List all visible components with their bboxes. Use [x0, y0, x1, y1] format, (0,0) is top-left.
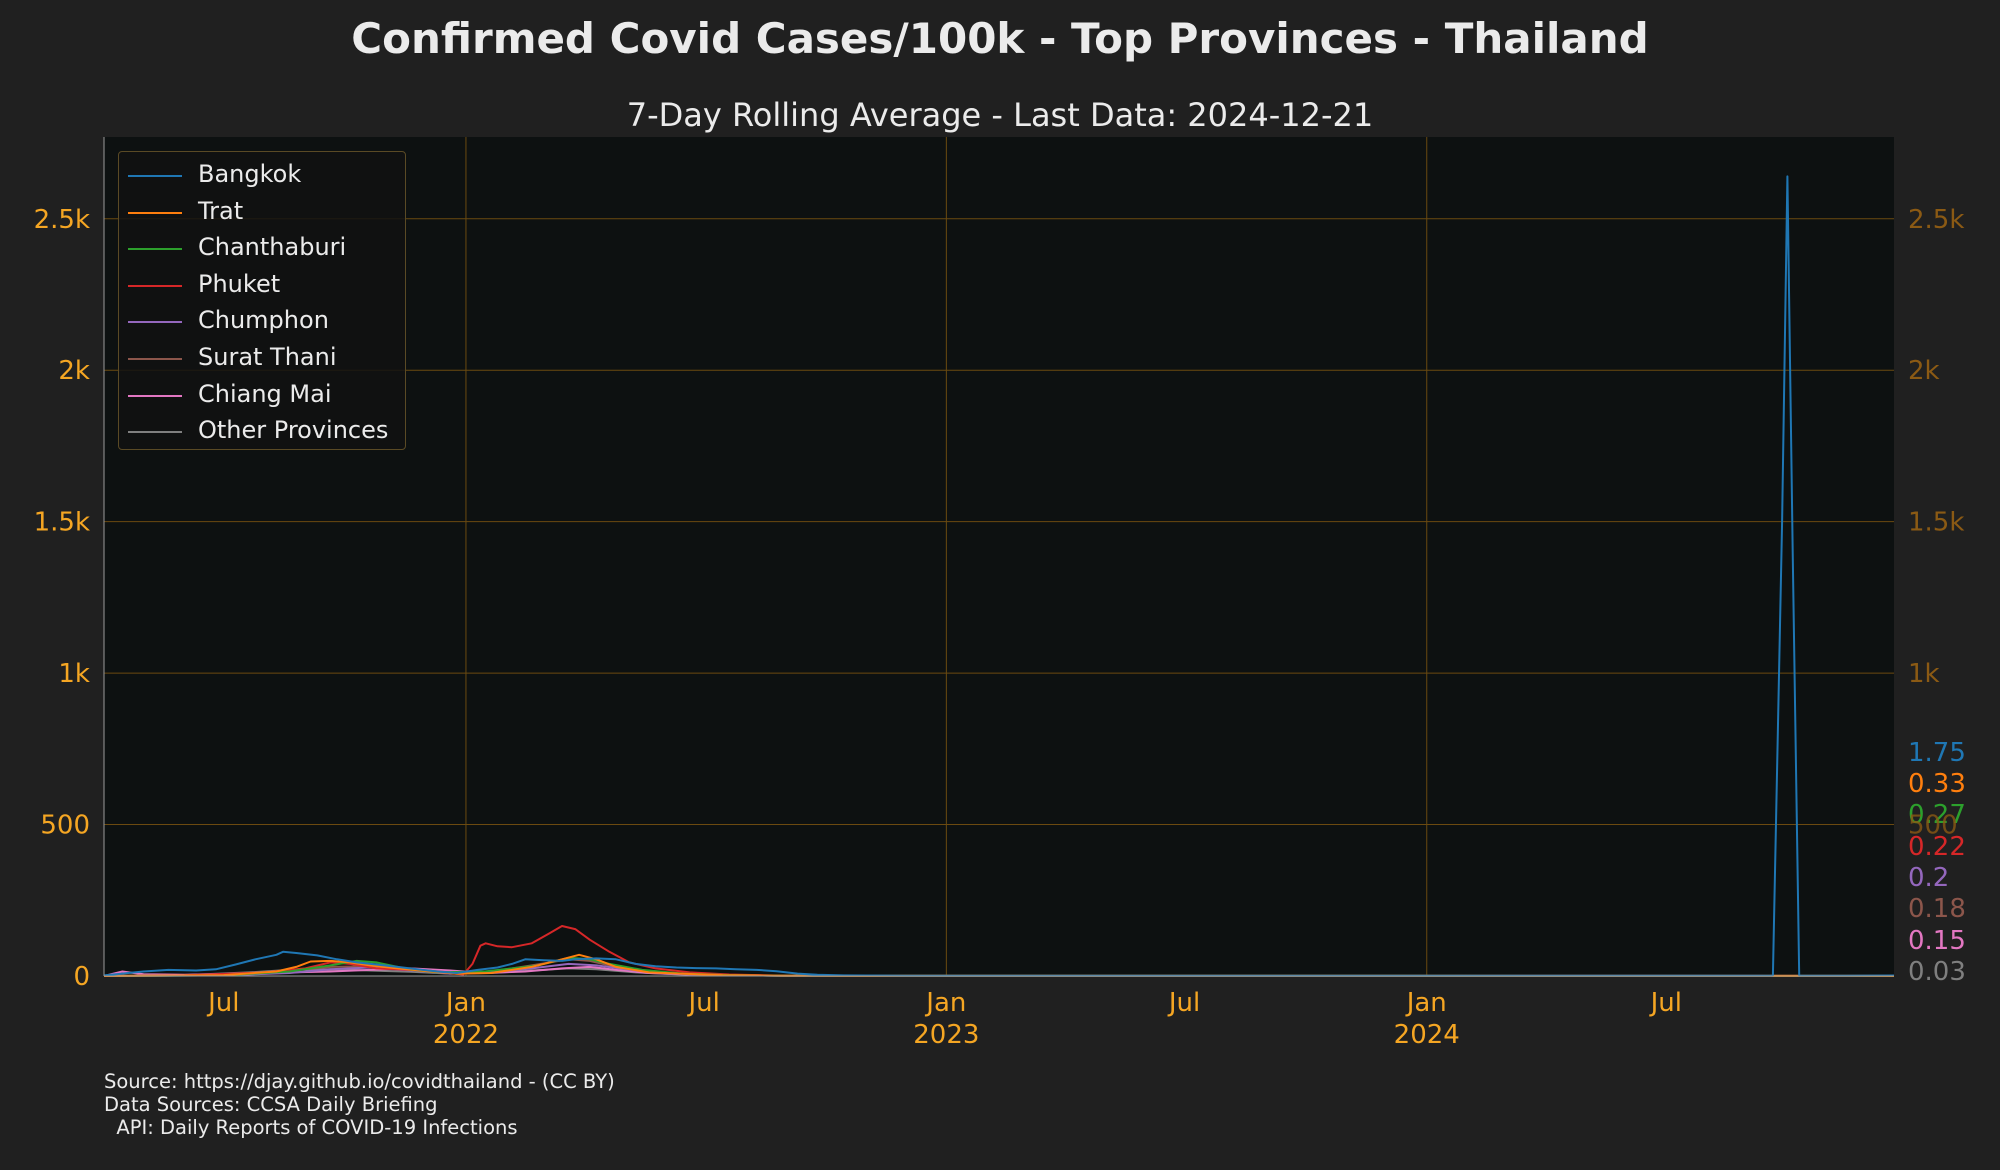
- x-tick-label: Jan: [444, 988, 486, 1018]
- legend-label: Trat: [198, 196, 244, 225]
- right-y-tick-label: 2k: [1908, 356, 1940, 386]
- series-end-label: 0.33: [1908, 769, 1966, 799]
- legend-swatch: [128, 284, 182, 287]
- y-tick-label: 1.5k: [34, 508, 90, 538]
- legend-swatch: [128, 175, 182, 177]
- series-end-label: 0.03: [1908, 957, 1966, 987]
- x-tick-label: Jul: [1167, 988, 1200, 1018]
- right-y-tick-label: 2.5k: [1908, 205, 1964, 235]
- legend-item: Other Provinces: [119, 414, 405, 450]
- series-line: [103, 953, 1895, 977]
- x-tick-label: Jul: [1649, 988, 1682, 1018]
- y-tick-label: 1k: [58, 659, 90, 689]
- series-end-label: 1.75: [1908, 738, 1966, 768]
- legend-item: Chiang Mai: [119, 378, 405, 414]
- legend-item: Phuket: [119, 268, 405, 304]
- source-line: API: Daily Reports of COVID-19 Infection…: [104, 1116, 518, 1139]
- legend-swatch: [128, 394, 182, 397]
- source-line: Source: https://djay.github.io/covidthai…: [104, 1070, 615, 1093]
- y-tick-label: 2k: [58, 356, 90, 386]
- legend-label: Other Provinces: [198, 416, 389, 445]
- x-tick-label: Jul: [686, 988, 719, 1018]
- x-tick-label: Jan: [1405, 988, 1447, 1018]
- series-end-label: 0.18: [1908, 894, 1966, 924]
- right-y-tick-label: 1k: [1908, 659, 1940, 689]
- x-tick-year-label: 2023: [913, 1020, 979, 1050]
- legend-item: Surat Thani: [119, 341, 405, 377]
- legend-item: Chanthaburi: [119, 231, 405, 267]
- legend-swatch: [128, 211, 182, 214]
- series-end-label: 0.27: [1908, 800, 1966, 830]
- legend-label: Bangkok: [198, 160, 302, 188]
- right-y-tick-label: 500: [1908, 811, 1958, 841]
- series-end-label: 0.15: [1908, 926, 1966, 956]
- chart-title: Confirmed Covid Cases/100k - Top Provinc…: [351, 14, 1649, 63]
- chart-subtitle: 7-Day Rolling Average - Last Data: 2024-…: [626, 96, 1374, 134]
- series-end-label: 0.22: [1908, 832, 1966, 862]
- y-tick-label: 0: [73, 962, 90, 992]
- chart-legend: Bangkok Trat Chanthaburi Phuket Chumphon Sura…: [118, 151, 406, 450]
- legend-label: Chiang Mai: [198, 379, 332, 408]
- legend-label: Surat Thani: [198, 343, 337, 371]
- y-tick-label: 500: [40, 811, 90, 841]
- legend-swatch: [128, 248, 182, 251]
- x-tick-year-label: 2022: [433, 1020, 499, 1050]
- x-tick-label: Jul: [206, 988, 239, 1018]
- y-tick-label: 2.5k: [34, 205, 90, 235]
- legend-item: Bangkok: [119, 158, 405, 194]
- series-end-label: 0.2: [1908, 863, 1949, 893]
- legend-swatch: [128, 321, 182, 324]
- x-tick-year-label: 2024: [1394, 1020, 1460, 1050]
- legend-item: Trat: [119, 195, 405, 231]
- legend-swatch: [128, 358, 182, 360]
- source-note: Source: https://djay.github.io/covidthai…: [104, 1070, 615, 1139]
- legend-label: Chumphon: [198, 306, 329, 335]
- x-tick-label: Jan: [924, 988, 966, 1018]
- legend-item: Chumphon: [119, 304, 405, 340]
- legend-label: Phuket: [198, 269, 281, 298]
- legend-swatch: [128, 431, 182, 434]
- source-line: Data Sources: CCSA Daily Briefing: [104, 1093, 438, 1116]
- series-line: [103, 925, 1895, 977]
- legend-label: Chanthaburi: [198, 233, 347, 262]
- right-y-tick-label: 1.5k: [1908, 508, 1964, 538]
